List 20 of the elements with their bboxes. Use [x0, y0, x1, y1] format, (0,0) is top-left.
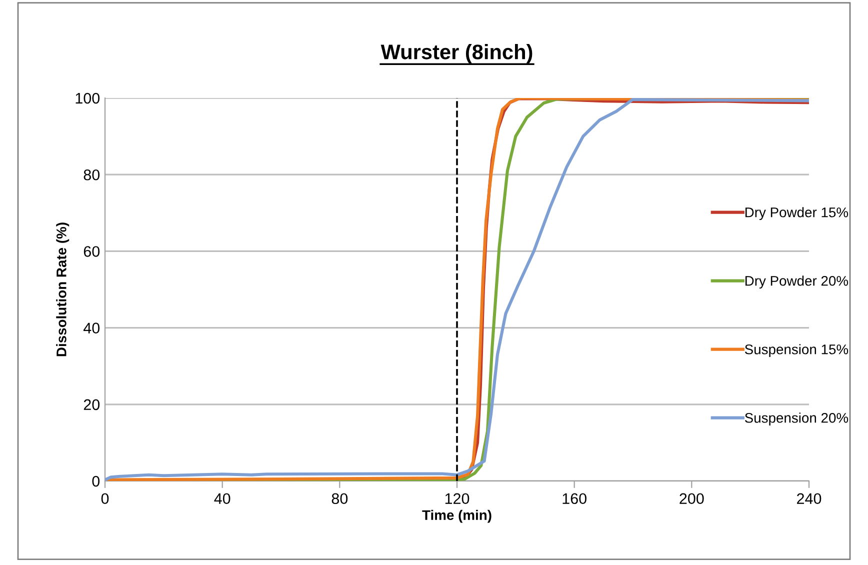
x-axis-title: Time (min): [422, 510, 492, 523]
y-axis-title: Dissolution Rate (%): [56, 222, 70, 356]
y-tick-label: 40: [84, 322, 100, 334]
x-tick-label: 80: [332, 493, 348, 504]
x-tick-label: 240: [797, 493, 822, 504]
legend-label: Dry Powder 15%: [745, 207, 848, 220]
y-tick-label: 0: [92, 476, 100, 487]
y-tick-label: 100: [76, 92, 100, 104]
legend-label: Dry Powder 20%: [745, 276, 848, 289]
y-tick-label: 60: [84, 246, 100, 257]
x-tick-label: 40: [214, 493, 230, 504]
chart-title: Wurster (8inch): [380, 44, 532, 64]
y-tick-label: 20: [84, 399, 100, 410]
legend-label: Suspension 20%: [744, 412, 848, 426]
x-tick-label: 200: [680, 493, 704, 504]
legend-label: Suspension 15%: [744, 344, 848, 358]
x-tick-label: 0: [101, 493, 109, 504]
x-tick-label: 160: [562, 493, 586, 504]
x-tick-label: 120: [445, 493, 470, 504]
y-tick-label: 80: [84, 169, 100, 180]
